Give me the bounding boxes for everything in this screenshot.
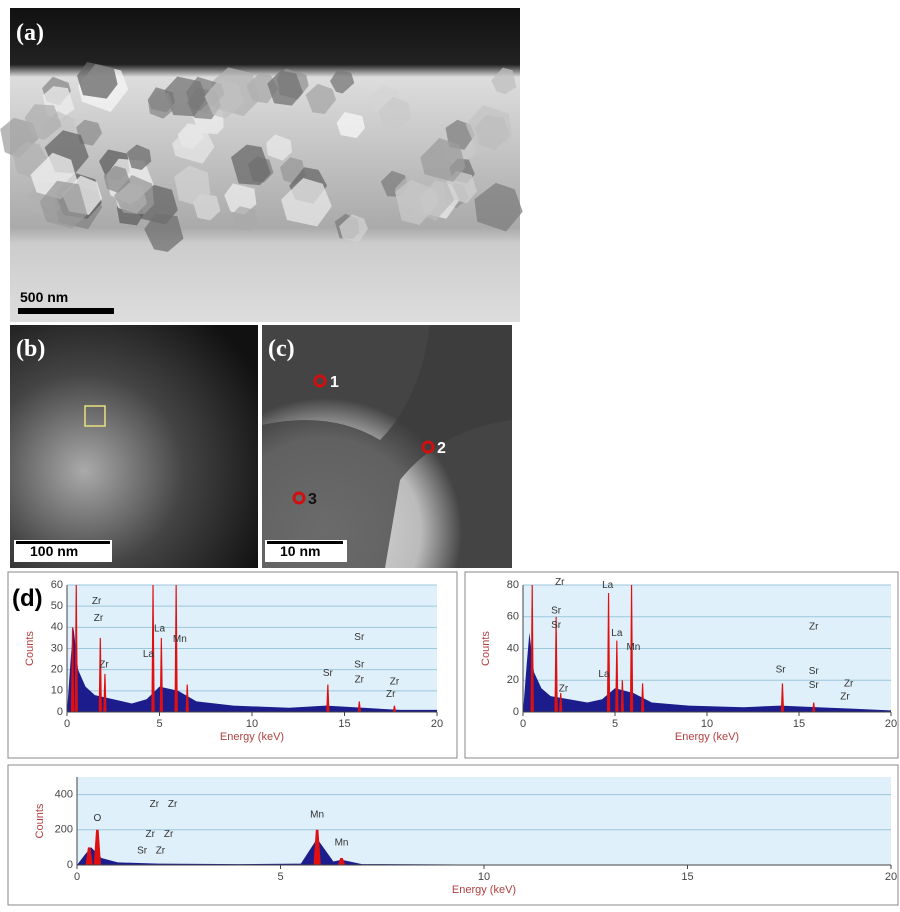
x-tick-label: 0 xyxy=(64,718,70,730)
annotation: Mn xyxy=(335,838,349,849)
y-tick-label: 40 xyxy=(507,642,519,654)
y-axis-label: Counts xyxy=(34,803,46,838)
annotation: Sr xyxy=(354,660,365,671)
annotation: Zr xyxy=(164,829,174,840)
annotation: Zr xyxy=(390,676,400,687)
annotation: La xyxy=(154,624,166,635)
panel-label: (b) xyxy=(16,336,45,362)
annotation: La xyxy=(602,580,614,591)
x-axis-label: Energy (keV) xyxy=(220,731,284,743)
panel-a: (a) 500 nm xyxy=(0,8,523,322)
y-axis-label: Counts xyxy=(24,631,36,666)
annotation: Zr xyxy=(386,689,396,700)
x-tick-label: 20 xyxy=(885,871,897,883)
x-tick-label: 15 xyxy=(681,871,693,883)
scale-text: 10 nm xyxy=(280,543,320,559)
scale-text: 500 nm xyxy=(20,289,68,305)
scale-bar xyxy=(18,308,114,314)
x-axis-label: Energy (keV) xyxy=(675,731,739,743)
annotation: Zr xyxy=(94,613,104,624)
annotation: Zr xyxy=(156,846,166,857)
y-tick-label: 20 xyxy=(507,674,519,686)
annotation: Zr xyxy=(809,621,819,632)
annotation: Zr xyxy=(355,674,365,685)
annotation: Zr xyxy=(92,596,102,607)
y-tick-label: 30 xyxy=(51,642,63,654)
x-tick-label: 15 xyxy=(338,718,350,730)
y-axis-label: Counts xyxy=(480,631,492,666)
annotation: O xyxy=(93,813,101,824)
annotation: Zr xyxy=(844,679,854,690)
annotation: Sr xyxy=(809,680,820,691)
x-tick-label: 15 xyxy=(793,718,805,730)
annotation: Sr xyxy=(354,632,365,643)
annotation: Sr xyxy=(776,664,787,675)
annotation: Sr xyxy=(551,620,562,631)
y-tick-label: 20 xyxy=(51,664,63,676)
annotation: Zr xyxy=(168,799,178,810)
y-tick-label: 60 xyxy=(51,579,63,591)
x-tick-label: 5 xyxy=(277,871,283,883)
annotation: Zr xyxy=(150,799,160,810)
y-tick-label: 50 xyxy=(51,600,63,612)
y-tick-label: 0 xyxy=(513,706,519,718)
panel-label: (a) xyxy=(16,20,44,46)
scale-bar xyxy=(267,541,343,544)
y-tick-label: 40 xyxy=(51,621,63,633)
x-tick-label: 5 xyxy=(156,718,162,730)
annotation: Zr xyxy=(555,577,565,588)
annotation: Sr xyxy=(551,606,562,617)
x-tick-label: 10 xyxy=(478,871,490,883)
y-tick-label: 60 xyxy=(507,611,519,623)
y-tick-label: 400 xyxy=(55,789,73,801)
y-tick-label: 10 xyxy=(51,685,63,697)
x-tick-label: 0 xyxy=(520,718,526,730)
x-tick-label: 10 xyxy=(701,718,713,730)
scale-bar xyxy=(16,541,110,544)
x-tick-label: 0 xyxy=(74,871,80,883)
micrograph xyxy=(10,325,258,568)
x-tick-label: 5 xyxy=(612,718,618,730)
annotation: Zr xyxy=(840,691,850,702)
annotation: Zr xyxy=(146,829,156,840)
figure: (a) 500 nm (b) 100 nm (c) 1 2 3 10 nm 0 1… xyxy=(0,0,900,907)
panel-label: (c) xyxy=(268,336,295,362)
y-tick-label: 0 xyxy=(67,859,73,871)
annotation: La xyxy=(611,628,623,639)
y-tick-label: 0 xyxy=(57,706,63,718)
point-label: 2 xyxy=(437,440,446,457)
panel-b: (b) 100 nm xyxy=(10,325,258,568)
annotation: Mn xyxy=(626,642,640,653)
y-tick-label: 80 xyxy=(507,579,519,591)
annotation: La xyxy=(598,669,610,680)
y-tick-label: 200 xyxy=(55,824,73,836)
annotation: Sr xyxy=(323,668,334,679)
annotation: Mn xyxy=(310,809,324,820)
annotation: Sr xyxy=(809,666,820,677)
scale-text: 100 nm xyxy=(30,543,78,559)
annotation: Mn xyxy=(173,634,187,645)
x-axis-label: Energy (keV) xyxy=(452,884,516,896)
point-label: 1 xyxy=(330,374,339,391)
annotation: Zr xyxy=(559,683,569,694)
x-tick-label: 20 xyxy=(885,718,897,730)
x-tick-label: 20 xyxy=(431,718,443,730)
x-tick-label: 10 xyxy=(246,718,258,730)
annotation: Sr xyxy=(137,846,148,857)
panel-c: (c) 1 2 3 10 nm xyxy=(262,325,512,568)
point-label: 3 xyxy=(308,491,317,508)
panel-label: (d) xyxy=(12,585,43,612)
plot-area xyxy=(77,777,891,865)
annotation: La xyxy=(143,649,155,660)
annotation: Zr xyxy=(99,660,109,671)
